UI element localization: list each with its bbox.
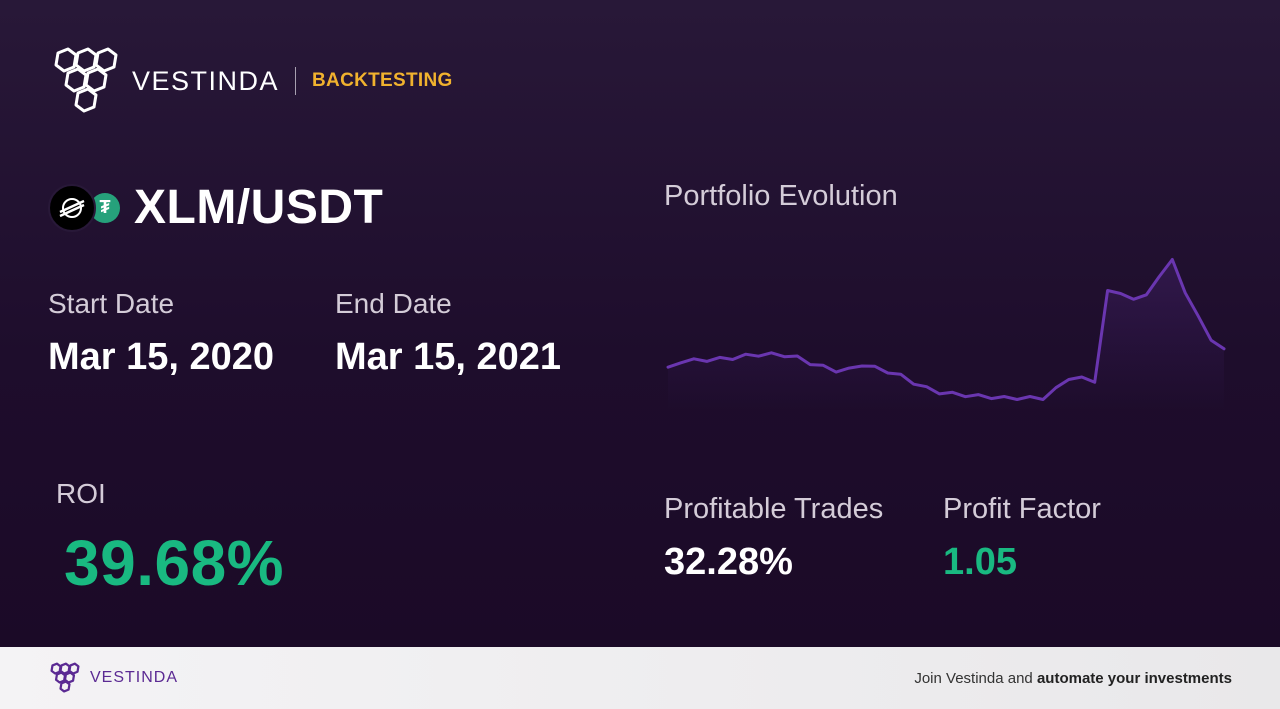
profit-factor-value: 1.05 (943, 541, 1017, 583)
portfolio-area (668, 259, 1224, 410)
trading-pair: ₮ XLM/USDT (48, 180, 383, 235)
portfolio-line (666, 258, 1226, 401)
portfolio-evolution-chart (666, 258, 1226, 410)
footer-cta-bold: automate your investments (1036, 669, 1232, 687)
footer-brand[interactable]: VESTINDA (48, 662, 178, 694)
end-date-label: End Date (335, 288, 452, 319)
profit-factor-label: Profit Factor (943, 493, 1101, 525)
start-date-label: Start Date (48, 288, 175, 319)
footer-logo-icon (50, 662, 80, 693)
footer-cta-prefix: Join Vestinda and (914, 669, 1033, 687)
profitable-trades-label: Profitable Trades (664, 493, 884, 525)
start-date-value: Mar 15, 2020 (48, 336, 275, 378)
footer-cta[interactable]: Join Vestinda and automate your investme… (914, 670, 1232, 687)
roi-label: ROI (56, 478, 106, 509)
brand-header: VESTINDA BACKTESTING (48, 46, 453, 116)
pair-title: XLM/USDT (134, 181, 384, 234)
footer-brand-name: VESTINDA (90, 669, 179, 686)
stellar-icon (48, 183, 96, 232)
end-date-value: Mar 15, 2021 (335, 336, 562, 378)
footer-bar: VESTINDA Join Vestinda and automate your… (0, 647, 1280, 709)
backtest-card: VESTINDA BACKTESTING ₮ XLM/USDT Start Da… (0, 0, 1280, 647)
roi-value: 39.68% (64, 527, 285, 599)
brand-tag: BACKTESTING (312, 70, 453, 91)
brand-separator (295, 67, 297, 95)
profitable-trades-value: 32.28% (664, 541, 793, 583)
chart-title: Portfolio Evolution (664, 180, 898, 212)
brand-name: VESTINDA (132, 65, 280, 96)
hexagon-cluster-logo-icon (54, 47, 118, 113)
